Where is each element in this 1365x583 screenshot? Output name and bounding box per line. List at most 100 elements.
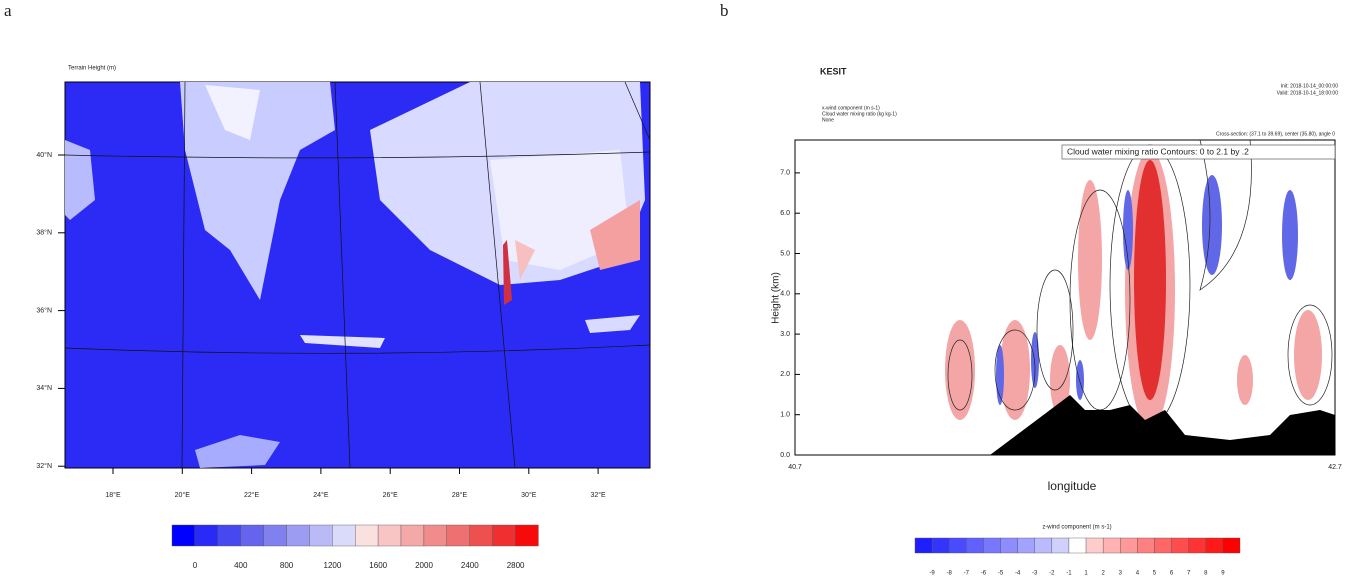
colorbar-label: -1 <box>1066 571 1072 577</box>
colorbar-label: -5 <box>998 571 1004 577</box>
colorbar-box <box>949 538 966 553</box>
map-title: Terrain Height (m) <box>68 66 116 72</box>
colorbar-label: 2000 <box>415 561 433 570</box>
lat-label: 38°N <box>36 229 52 237</box>
x-start-label: 40.7 <box>788 464 802 471</box>
colorbar-box <box>966 538 983 553</box>
y-tick-label: 2.0 <box>780 371 790 378</box>
colorbar-box <box>1206 538 1223 553</box>
colorbar-label: 7 <box>1187 571 1191 577</box>
colorbar-box <box>983 538 1000 553</box>
page: a b Terrain Height (m) 40°N38°N36°N34°N3… <box>0 0 1365 583</box>
colorbar-label: 8 <box>1204 571 1208 577</box>
colorbar-box <box>447 525 470 546</box>
lat-label: 32°N <box>36 462 52 470</box>
colorbar-box <box>1086 538 1103 553</box>
colorbar-label: -2 <box>1049 571 1055 577</box>
colorbar-label: -4 <box>1015 571 1021 577</box>
colorbar-box <box>355 525 378 546</box>
colorbar-box <box>264 525 287 546</box>
colorbar-label: -9 <box>929 571 935 577</box>
strong-positive-w <box>1134 160 1166 400</box>
colorbar-label: -7 <box>964 571 970 577</box>
colorbar-label: 1200 <box>324 561 342 570</box>
field-label: None <box>822 117 834 123</box>
colorbar-box <box>332 525 355 546</box>
colorbar-label: 400 <box>234 561 248 570</box>
colorbar-box <box>424 525 447 546</box>
lat-label: 34°N <box>36 384 52 392</box>
colorbar-box <box>516 525 539 546</box>
lon-label: 18°E <box>105 491 121 499</box>
colorbar-box <box>195 525 218 546</box>
colorbar-box <box>470 525 493 546</box>
x-end-label: 42.7 <box>1328 464 1342 471</box>
colorbar-label: -8 <box>947 571 953 577</box>
colorbar-box <box>1001 538 1018 553</box>
figure: a b Terrain Height (m) 40°N38°N36°N34°N3… <box>0 0 1365 583</box>
colorbar-box <box>172 525 195 546</box>
colorbar-box <box>1018 538 1035 553</box>
colorbar-label: 1 <box>1084 571 1088 577</box>
colorbar-label: 2400 <box>461 561 479 570</box>
x-axis-title: longitude <box>1048 479 1097 493</box>
plot-title: KESIT <box>820 66 847 76</box>
colorbar-label: 5 <box>1153 571 1157 577</box>
panel-label: b <box>720 1 729 20</box>
colorbar-label: 800 <box>280 561 294 570</box>
colorbar-box <box>1103 538 1120 553</box>
colorbar-box <box>1223 538 1240 553</box>
valid-time: Valid: 2018-10-14_18:00:00 <box>1277 90 1339 96</box>
colorbar-box <box>287 525 310 546</box>
colorbar-box <box>1120 538 1137 553</box>
colorbar-label: 9 <box>1221 571 1225 577</box>
y-tick-label: 6.0 <box>780 210 790 217</box>
lon-label: 24°E <box>313 491 329 499</box>
colorbar-label: -6 <box>981 571 987 577</box>
colorbar-box <box>378 525 401 546</box>
colorbar-box <box>218 525 241 546</box>
colorbar-label: 4 <box>1136 571 1140 577</box>
colorbar-label: 2800 <box>507 561 525 570</box>
colorbar-box <box>401 525 424 546</box>
colorbar-box <box>1137 538 1154 553</box>
colorbar-box <box>241 525 264 546</box>
y-tick-label: 7.0 <box>780 170 790 177</box>
colorbar-label: 2 <box>1101 571 1105 577</box>
y-tick-label: 0.0 <box>780 452 790 459</box>
colorbar-box <box>1189 538 1206 553</box>
colorbar-box <box>1052 538 1069 553</box>
lat-label: 40°N <box>36 151 52 159</box>
cross-section: Cloud water mixing ratio Contours: 0 to … <box>795 140 1335 455</box>
map <box>65 82 650 468</box>
colorbar-box <box>309 525 332 546</box>
lon-label: 32°E <box>590 491 606 499</box>
y-tick-label: 1.0 <box>780 412 790 419</box>
colorbar-label: 6 <box>1170 571 1174 577</box>
legend-text: Cloud water mixing ratio Contours: 0 to … <box>1067 146 1249 156</box>
lon-label: 20°E <box>175 491 191 499</box>
colorbar-label: -3 <box>1032 571 1038 577</box>
colorbar-box <box>1172 538 1189 553</box>
colorbar-box <box>915 538 932 553</box>
colorbar-box <box>932 538 949 553</box>
y-tick-label: 4.0 <box>780 291 790 298</box>
colorbar-box <box>1154 538 1171 553</box>
section-info: Cross-section: (37.1 to 39.69), center (… <box>1216 131 1335 137</box>
y-tick-label: 5.0 <box>780 250 790 257</box>
colorbar-title: z-wind component (m s-1) <box>1042 525 1111 531</box>
lon-label: 30°E <box>521 491 537 499</box>
colorbar-box <box>493 525 516 546</box>
colorbar-label: 1600 <box>369 561 387 570</box>
lon-label: 22°E <box>244 491 260 499</box>
colorbar-box <box>1035 538 1052 553</box>
colorbar-label: 3 <box>1119 571 1123 577</box>
lon-label: 28°E <box>452 491 468 499</box>
y-tick-label: 3.0 <box>780 331 790 338</box>
lat-label: 36°N <box>36 306 52 314</box>
colorbar-box <box>1069 538 1086 553</box>
colorbar-label: 0 <box>193 561 198 570</box>
init-time: Init: 2018-10-14_00:00:00 <box>1281 83 1338 89</box>
lon-label: 26°E <box>383 491 399 499</box>
y-axis-title: Height (km) <box>771 272 782 324</box>
